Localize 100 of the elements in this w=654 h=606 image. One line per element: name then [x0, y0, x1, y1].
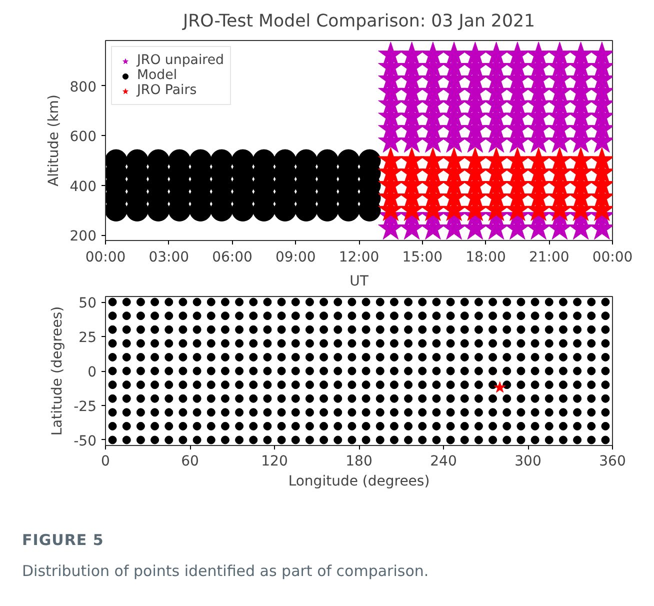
- point: [348, 312, 356, 320]
- point: [206, 352, 216, 362]
- point: [334, 366, 342, 376]
- y-tick-label: 25: [78, 330, 97, 346]
- point: [432, 394, 441, 403]
- point: [488, 366, 498, 376]
- x-tick-label: 240: [430, 454, 457, 470]
- point: [178, 298, 188, 306]
- point: [502, 422, 512, 430]
- point: [291, 352, 300, 362]
- point: [516, 380, 526, 390]
- point: [249, 325, 258, 334]
- point: [474, 366, 483, 376]
- point: [305, 352, 314, 362]
- point: [220, 352, 230, 362]
- point: [460, 339, 469, 348]
- point: [362, 436, 370, 444]
- point: [376, 298, 384, 306]
- point: [178, 436, 188, 444]
- point: [362, 352, 370, 362]
- point: [178, 394, 188, 403]
- point: [404, 366, 413, 376]
- point: [362, 394, 370, 403]
- point: [178, 352, 188, 362]
- point: [334, 325, 342, 334]
- point: [390, 325, 398, 334]
- y-tick-label: 400: [70, 178, 97, 195]
- point: [558, 422, 568, 430]
- x-tick-label: 03:00: [148, 250, 190, 266]
- point: [544, 352, 554, 362]
- point: [573, 436, 582, 444]
- point: [432, 312, 441, 320]
- point: [362, 325, 370, 334]
- point: [235, 312, 244, 320]
- point: [516, 325, 526, 334]
- point: [502, 436, 512, 444]
- point: [235, 298, 244, 306]
- point: [178, 408, 188, 417]
- point: [544, 422, 554, 430]
- point: [362, 366, 370, 376]
- point: [235, 380, 244, 390]
- point: [432, 366, 441, 376]
- point: [494, 381, 506, 393]
- point: [558, 352, 568, 362]
- point: [320, 325, 328, 334]
- point: [136, 408, 145, 417]
- point: [305, 394, 314, 403]
- point: [601, 408, 610, 417]
- point: [502, 394, 512, 403]
- point: [192, 366, 202, 376]
- point: [206, 422, 216, 430]
- point: [573, 325, 582, 334]
- point: [136, 298, 145, 306]
- point: [418, 298, 427, 306]
- point: [348, 339, 356, 348]
- point: [362, 298, 370, 306]
- point: [558, 394, 568, 403]
- point: [573, 312, 582, 320]
- point: [291, 339, 300, 348]
- point: [305, 298, 314, 306]
- point: [502, 312, 512, 320]
- point: [291, 408, 300, 417]
- point: [544, 298, 554, 306]
- point: [122, 380, 131, 390]
- point: [488, 298, 498, 306]
- point: [263, 366, 272, 376]
- point: [220, 366, 230, 376]
- point: [544, 325, 554, 334]
- point: [136, 352, 145, 362]
- point: [530, 339, 540, 348]
- point: [390, 298, 398, 306]
- point: [263, 436, 272, 444]
- y-tick-label: 600: [70, 129, 97, 146]
- point: [530, 380, 540, 390]
- point: [446, 312, 455, 320]
- point: [192, 325, 202, 334]
- point: [263, 408, 272, 417]
- point: [573, 352, 582, 362]
- point: [334, 352, 342, 362]
- point: [587, 352, 596, 362]
- point: [474, 408, 483, 417]
- x-tick-label: 00:00: [592, 250, 633, 266]
- point: [474, 325, 483, 334]
- point: [404, 394, 413, 403]
- point: [390, 408, 398, 417]
- point: [122, 325, 131, 334]
- point: [220, 394, 230, 403]
- point: [178, 339, 188, 348]
- x-tick-label: 360: [599, 454, 626, 470]
- point: [348, 408, 356, 417]
- point: [263, 325, 272, 334]
- point: [136, 394, 145, 403]
- point: [164, 312, 174, 320]
- point: [446, 352, 455, 362]
- point: [558, 325, 568, 334]
- point: [601, 394, 610, 403]
- point: [446, 366, 455, 376]
- point: [334, 408, 342, 417]
- point: [150, 394, 160, 403]
- point: [404, 298, 413, 306]
